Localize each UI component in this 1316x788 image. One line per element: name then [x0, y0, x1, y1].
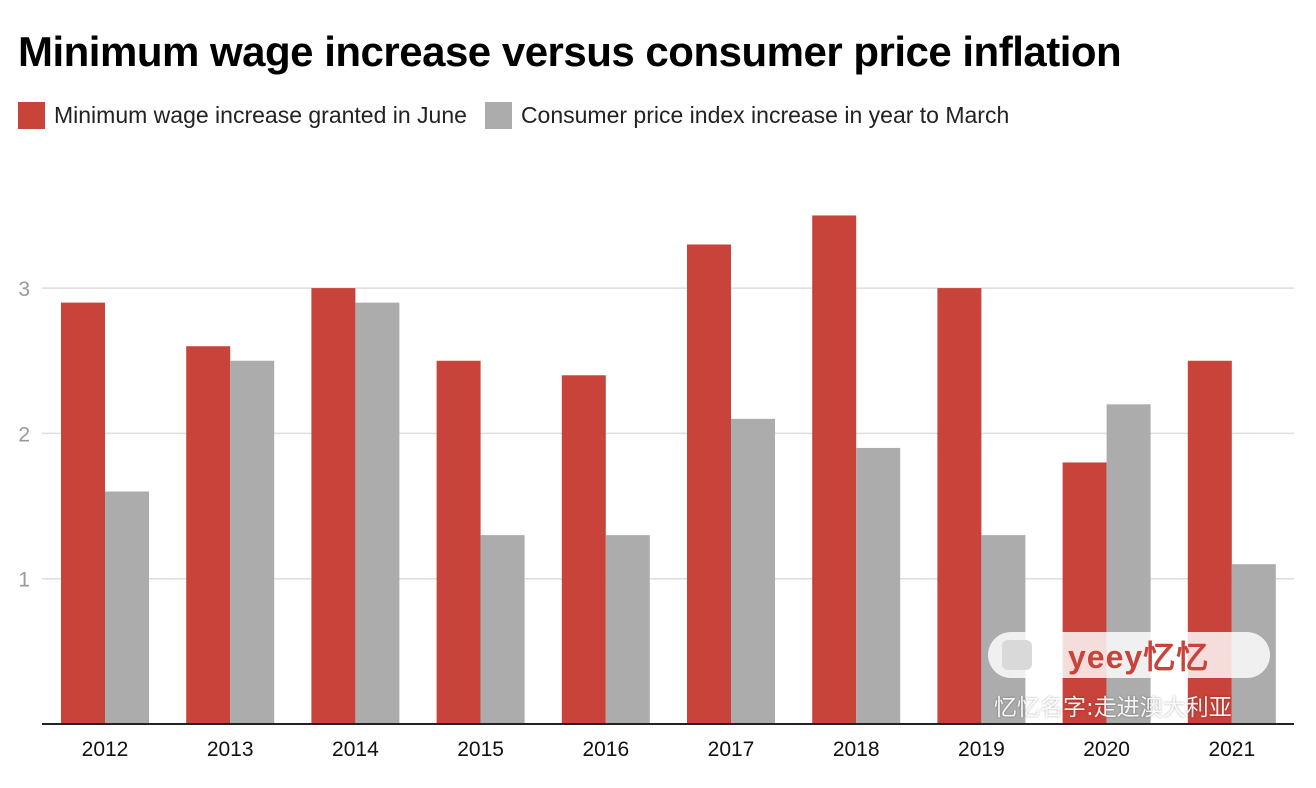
bar-minimum-wage-2018 [812, 215, 857, 724]
bar-cpi-2015 [480, 535, 525, 724]
watermark-caption: 忆忆名字:走进澳大利亚 [994, 695, 1232, 721]
x-tick-label: 2014 [332, 738, 379, 761]
chart-title: Minimum wage increase versus consumer pr… [18, 28, 1122, 75]
app-icon [1002, 640, 1032, 670]
x-tick-label: 2012 [82, 738, 129, 761]
x-tick-label: 2021 [1208, 738, 1255, 761]
x-tick-label: 2020 [1083, 738, 1130, 761]
bar-minimum-wage-2012 [61, 302, 105, 724]
bar-minimum-wage-2016 [561, 375, 606, 724]
x-tick-label: 2013 [207, 738, 254, 761]
bar-minimum-wage-2014 [311, 288, 356, 724]
x-tick-label: 2015 [457, 738, 504, 761]
legend-item-minimum-wage: Minimum wage increase granted in June [18, 102, 467, 129]
bar-cpi-2014 [355, 302, 400, 724]
legend-swatch-cpi [484, 102, 512, 129]
bar-cpi-2013 [230, 360, 275, 724]
legend-label-cpi: Consumer price index increase in year to… [520, 102, 1010, 128]
y-tick-label: 2 [18, 423, 30, 446]
chart-legend: Minimum wage increase granted in June Co… [18, 102, 1027, 129]
bar-minimum-wage-2020 [1062, 462, 1107, 724]
bar-minimum-wage-2017 [687, 244, 731, 724]
x-tick-label: 2017 [708, 738, 755, 761]
x-tick-label: 2019 [958, 738, 1005, 761]
x-tick-label: 2016 [582, 738, 629, 761]
legend-item-cpi: Consumer price index increase in year to… [484, 102, 1010, 129]
watermark-logo: yeey忆忆 [1068, 639, 1210, 675]
watermark-badge: yeey忆忆 [988, 632, 1270, 678]
bar-minimum-wage-2019 [937, 288, 982, 724]
legend-swatch-minimum-wage [18, 102, 45, 129]
y-tick-label: 1 [18, 569, 30, 592]
bar-cpi-2019 [981, 535, 1026, 724]
bar-cpi-2012 [105, 491, 149, 724]
bar-minimum-wage-2015 [436, 360, 481, 724]
x-tick-label: 2018 [833, 738, 880, 761]
bar-cpi-2016 [605, 535, 650, 724]
legend-label-minimum-wage: Minimum wage increase granted in June [54, 102, 467, 128]
y-tick-label: 3 [18, 278, 30, 301]
bar-minimum-wage-2013 [186, 346, 231, 724]
watermark: yeey忆忆 忆忆名字:走进澳大利亚 [988, 632, 1270, 722]
bar-cpi-2017 [731, 418, 775, 724]
bar-cpi-2018 [856, 447, 901, 724]
